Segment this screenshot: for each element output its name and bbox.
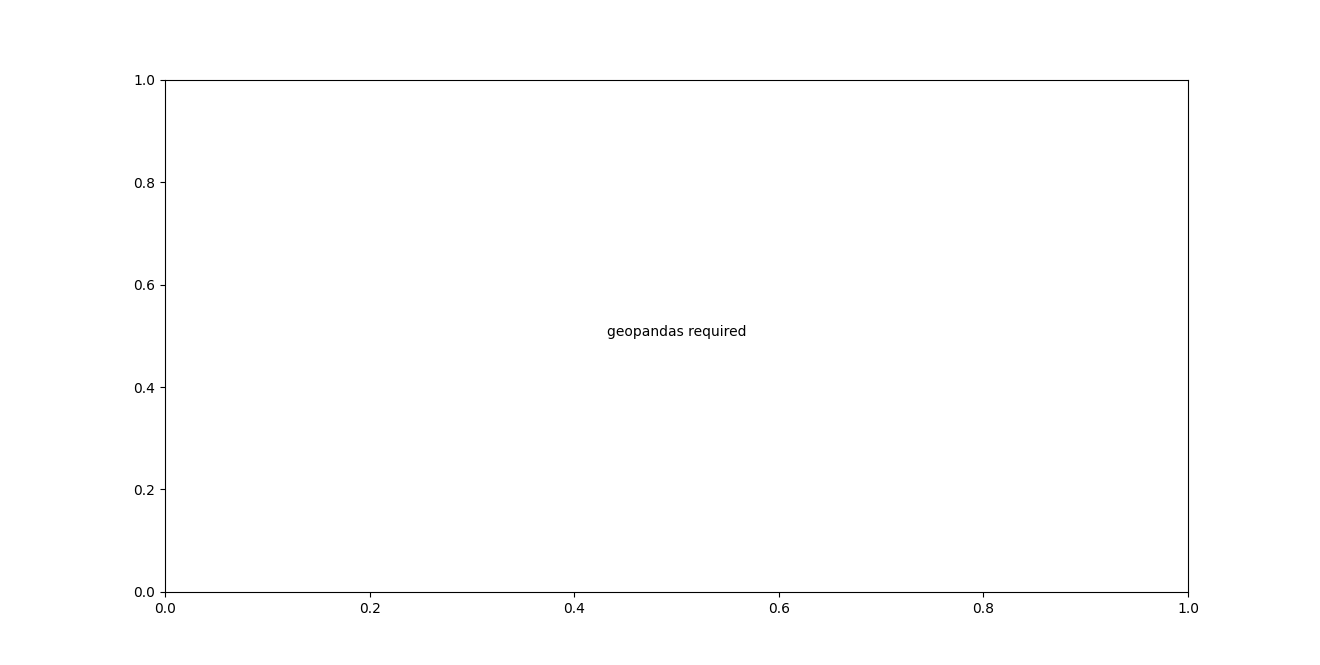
Text: geopandas required: geopandas required [607,325,746,339]
